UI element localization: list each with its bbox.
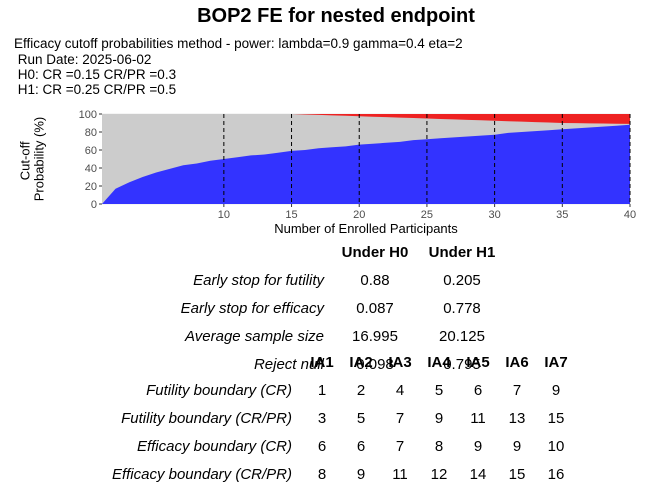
boundary-cell: 4 [395,382,405,399]
boundary-cell: 11 [392,466,408,483]
area-series-0 [102,124,630,204]
boundary-cell: 6 [317,438,327,455]
boundary-header-ia6: IA6 [505,354,529,371]
x-tick-label: 30 [488,209,500,221]
x-axis-ticks: 10 15 20 25 30 35 40 [218,204,636,221]
boundary-cell: 16 [547,466,565,483]
boundary-cell: 6 [473,382,483,399]
chart-title: BOP2 FE for nested endpoint [197,5,475,27]
summary-row-label-efficacy: Early stop for efficacy [180,300,324,317]
summary-cell-futility-h1: 0.205 [443,272,481,289]
boundary-header-ia2: IA2 [349,354,373,371]
boundary-cell: 1 [317,382,327,399]
summary-cell-reject-null-h1: 0.795 [443,356,481,373]
boundary-cell: 8 [317,466,327,483]
boundary-cell: 15 [547,410,565,427]
subtitle-h0: H0: CR =0.15 CR/PR =0.3 [14,67,177,82]
boundary-cell: 2 [356,382,366,399]
x-axis-label: Number of Enrolled Participants [274,221,458,236]
boundary-row-label: Futility boundary (CR) [146,382,292,399]
boundary-cell: 5 [356,410,366,427]
boundary-cell: 5 [434,382,444,399]
x-tick-label: 10 [218,209,230,221]
boundary-header-ia4: IA4 [427,354,451,371]
subtitle-run-date: Run Date: 2025-06-02 [14,52,152,67]
boundary-cell: 9 [434,410,444,427]
summary-row-label-reject-null: Reject null [253,356,324,373]
boundary-row-label: Efficacy boundary (CR/PR) [111,466,292,483]
summary-row-label-futility: Early stop for futility [193,272,324,289]
boundary-cell: 7 [395,410,405,427]
boundary-header-ia1: IA1 [310,354,334,371]
y-tick-label: 60 [85,145,97,157]
summary-cell-reject-null-h0: 0.098 [356,356,394,373]
boundary-cell: 10 [547,438,565,455]
boundary-cell: 13 [508,410,526,427]
summary-cell-efficacy-h1: 0.778 [443,300,481,317]
boundary-header-ia5: IA5 [466,354,490,371]
boundary-cell: 6 [356,438,366,455]
x-tick-label: 20 [353,209,365,221]
area-series [102,114,630,204]
y-tick-label: 20 [85,181,97,193]
x-tick-label: 40 [624,209,636,221]
summary-header-h0: Under H0 [341,244,409,261]
boundary-cell: 12 [430,466,448,483]
y-axis-label-line2: Probability (%) [32,117,47,202]
boundary-cell: 8 [434,438,444,455]
summary-row-label-sample-size: Average sample size [185,328,324,345]
summary-header-h1: Under H1 [428,244,496,261]
boundary-cell: 3 [317,410,327,427]
subtitle-h1: H1: CR =0.25 CR/PR =0.5 [14,82,177,97]
summary-cell-sample-size-h1: 20.125 [439,328,485,345]
boundary-cell: 7 [512,382,522,399]
boundary-row-label: Efficacy boundary (CR) [136,438,292,455]
subtitle-method: Efficacy cutoff probabilities method - p… [14,36,463,51]
y-tick-label: 0 [91,199,97,211]
boundary-cell: 14 [469,466,487,483]
boundary-cell: 11 [470,410,486,427]
x-tick-label: 35 [556,209,568,221]
boundary-cell: 9 [473,438,483,455]
summary-cell-futility-h0: 0.88 [360,272,390,289]
boundary-cell: 7 [395,438,405,455]
boundary-header-ia7: IA7 [544,354,568,371]
y-tick-label: 100 [79,109,97,121]
x-tick-label: 25 [421,209,433,221]
y-tick-label: 40 [85,163,97,175]
boundary-header-ia3: IA3 [388,354,412,371]
interim-lines [223,114,631,204]
boundary-cell: 9 [512,438,522,455]
y-axis-label: Cut-off Probability (%) [17,117,46,202]
probability-chart: 10 15 20 25 30 35 40 0 20 40 60 80 100 Number of En… [17,109,636,236]
summary-cell-sample-size-h0: 16.995 [352,328,398,345]
boundary-cell: 9 [551,382,561,399]
boundary-cell: 9 [356,466,366,483]
boundary-cell: 15 [508,466,526,483]
x-tick-label: 15 [285,209,297,221]
y-axis-ticks: 0 20 40 60 80 100 [79,109,102,211]
y-axis-label-line1: Cut-off [17,141,32,180]
boundary-row-label: Futility boundary (CR/PR) [121,410,292,427]
summary-cell-efficacy-h0: 0.087 [356,300,394,317]
y-tick-label: 80 [85,127,97,139]
